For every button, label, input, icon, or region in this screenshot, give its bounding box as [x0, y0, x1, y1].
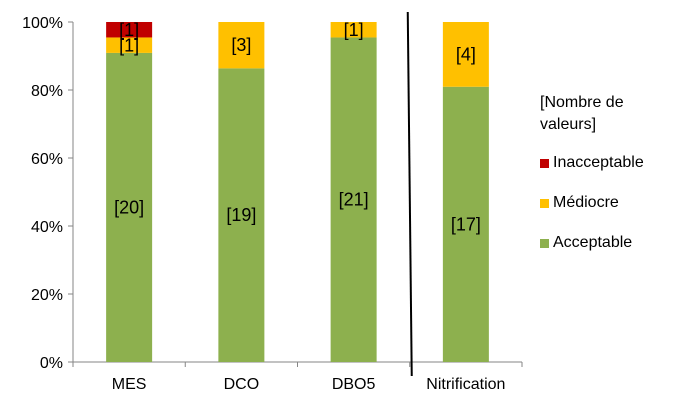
data-label: [1] — [119, 20, 139, 40]
bar-mes-mdiocre — [106, 37, 153, 53]
legend-label-inacceptable: Inacceptable — [553, 154, 644, 171]
y-tick-label: 0% — [40, 355, 63, 372]
legend-swatch-inacceptable — [540, 158, 549, 168]
legend: [Nombre de valeurs] Inacceptable Médiocr… — [540, 92, 670, 274]
x-tick-label: Nitrification — [426, 376, 505, 393]
separator-line — [406, 11, 413, 377]
bar-nitrification-acceptable — [442, 86, 489, 362]
data-label: [19] — [226, 205, 256, 225]
y-tick-label: 60% — [31, 151, 63, 168]
data-label: [4] — [456, 44, 476, 64]
y-tick-label: 80% — [31, 83, 63, 100]
x-tick-label: MES — [112, 376, 147, 393]
legend-item-mediocre: Médiocre — [540, 194, 670, 212]
bar-dbo5-acceptable — [330, 37, 377, 363]
x-tick-label: DCO — [224, 376, 260, 393]
legend-swatch-mediocre — [540, 198, 549, 208]
legend-label-mediocre: Médiocre — [553, 194, 619, 211]
data-label: [20] — [114, 197, 144, 217]
bar-dco-mdiocre — [218, 22, 265, 69]
data-label: [21] — [339, 190, 369, 210]
x-tick-label: DBO5 — [332, 376, 376, 393]
data-label: [17] — [451, 214, 481, 234]
y-tick-label: 100% — [22, 15, 63, 32]
legend-item-inacceptable: Inacceptable — [540, 154, 670, 172]
data-label: [3] — [231, 35, 251, 55]
bar-dbo5-mdiocre — [330, 22, 377, 38]
bar-mes-acceptable — [106, 52, 153, 363]
y-tick-label: 20% — [31, 287, 63, 304]
legend-label-acceptable: Acceptable — [553, 234, 633, 251]
legend-swatch-acceptable — [540, 238, 549, 248]
bar-mes-inacceptable — [106, 22, 153, 38]
data-label: [1] — [119, 35, 139, 55]
legend-title: [Nombre de valeurs] — [540, 94, 624, 133]
y-tick-label: 40% — [31, 219, 63, 236]
data-label: [1] — [344, 20, 364, 40]
legend-item-acceptable: Acceptable — [540, 234, 670, 252]
bar-dco-acceptable — [218, 68, 265, 362]
bar-nitrification-mdiocre — [442, 22, 489, 87]
